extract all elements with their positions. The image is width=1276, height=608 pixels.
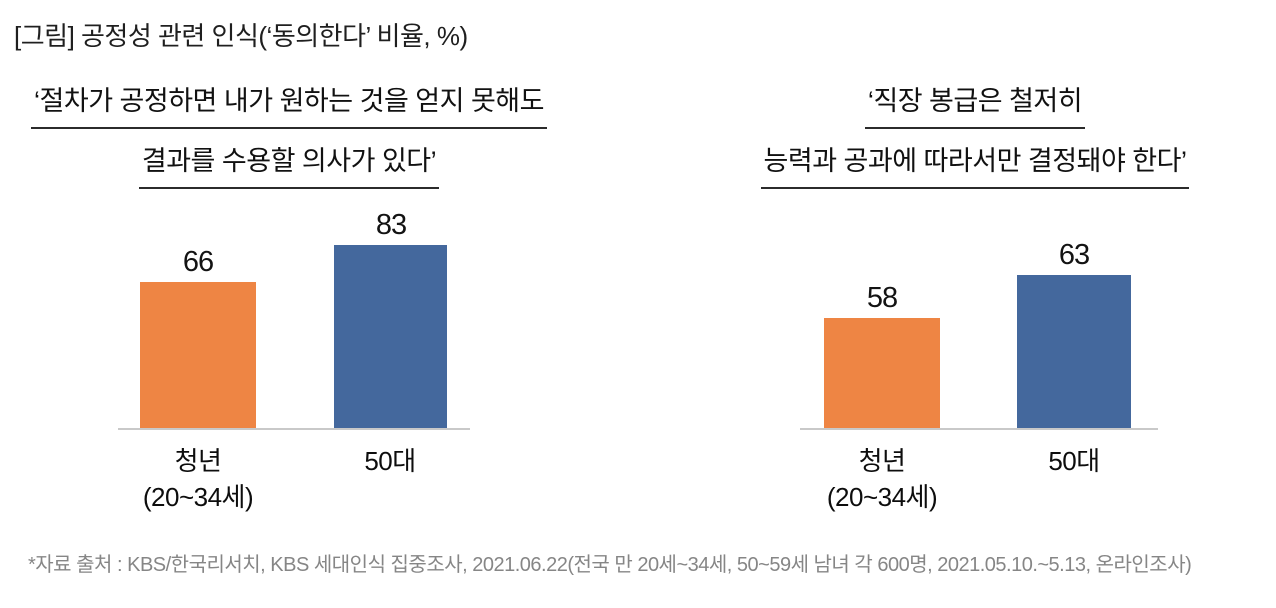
chart-right-title: ‘직장 봉급은 철저히 능력과 공과에 따라서만 결정돼야 한다’ xyxy=(690,86,1260,190)
chart-left-title-line1: ‘절차가 공정하면 내가 원하는 것을 얻지 못해도 xyxy=(31,86,547,130)
bar-fifties xyxy=(334,245,447,428)
chart-right-title-line2: 능력과 공과에 따라서만 결정돼야 한다’ xyxy=(760,146,1190,190)
chart-left-title-line2: 결과를 수용할 의사가 있다’ xyxy=(138,146,440,190)
chart-left-title: ‘절차가 공정하면 내가 원하는 것을 얻지 못해도 결과를 수용할 의사가 있… xyxy=(0,86,578,190)
x-axis-line xyxy=(800,428,1158,430)
value-label-fifties: 63 xyxy=(1058,239,1090,271)
bar-youth xyxy=(140,282,256,428)
value-label-youth: 58 xyxy=(866,282,898,314)
bar-youth xyxy=(824,318,940,428)
source-footnote: *자료 출처 : KBS/한국리서치, KBS 세대인식 집중조사, 2021.… xyxy=(28,554,1192,576)
category-sublabel-youth: (20~34세) xyxy=(826,482,938,512)
chart-right-title-line1: ‘직장 봉급은 철저히 xyxy=(864,86,1086,130)
x-axis-line xyxy=(118,428,470,430)
category-label-youth: 청년 xyxy=(858,446,906,476)
value-label-youth: 66 xyxy=(182,246,214,278)
category-label-youth: 청년 xyxy=(174,446,222,476)
bar-fifties xyxy=(1017,275,1131,428)
value-label-fifties: 83 xyxy=(375,209,407,241)
figure-title: [그림] 공정성 관련 인식(‘동의한다’ 비율, %) xyxy=(14,21,468,51)
category-label-fifties: 50대 xyxy=(1048,446,1100,476)
category-label-fifties: 50대 xyxy=(364,446,416,476)
category-sublabel-youth: (20~34세) xyxy=(142,482,254,512)
